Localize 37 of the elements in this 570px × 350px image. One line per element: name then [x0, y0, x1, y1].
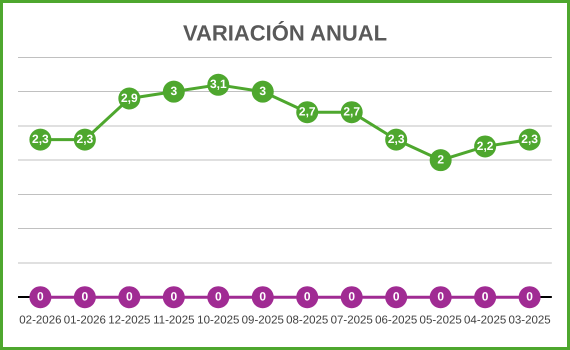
data-label: 0: [437, 290, 444, 304]
data-label: 2: [437, 152, 444, 166]
data-label: 2,2: [476, 138, 494, 153]
x-tick-label: 02-2026: [19, 314, 62, 326]
data-label: 0: [482, 290, 489, 304]
x-tick-label: 11-2025: [153, 314, 194, 326]
x-tick-label: 07-2025: [330, 314, 373, 326]
data-label: 0: [170, 290, 178, 304]
data-label: 0: [392, 290, 400, 304]
data-label: 3: [170, 84, 178, 98]
data-label: 2,9: [120, 90, 138, 105]
x-tick-label: 12-2025: [108, 314, 150, 326]
data-label: 2,7: [298, 104, 316, 119]
data-label: 2,3: [76, 132, 94, 146]
x-tick-label: 10-2025: [197, 314, 240, 326]
data-label: 0: [304, 290, 311, 304]
data-label: 0: [259, 290, 266, 304]
x-tick-label: 08-2025: [286, 314, 328, 326]
x-tick-label: 03-2025: [508, 314, 551, 326]
x-tick-label: 04-2025: [464, 314, 506, 326]
x-tick-label: 01-2026: [64, 314, 106, 326]
data-label: 0: [126, 290, 133, 304]
chart-title: VARIACIÓN ANUAL: [182, 20, 388, 46]
data-label: 0: [348, 290, 356, 304]
data-label: 2,7: [343, 104, 360, 119]
data-label: 2,3: [388, 132, 405, 146]
data-label: 3: [259, 84, 266, 98]
data-label: 0: [82, 290, 89, 304]
data-label: 3,1: [210, 77, 227, 92]
data-label: 2,3: [521, 132, 538, 146]
x-tick-label: 06-2025: [375, 314, 418, 326]
x-tick-label: 09-2025: [242, 314, 284, 326]
data-label: 0: [37, 290, 44, 304]
data-label: 2,3: [32, 132, 50, 146]
x-tick-label: 05-2025: [420, 314, 462, 326]
data-label: 0: [214, 290, 222, 304]
data-label: 0: [526, 290, 534, 304]
